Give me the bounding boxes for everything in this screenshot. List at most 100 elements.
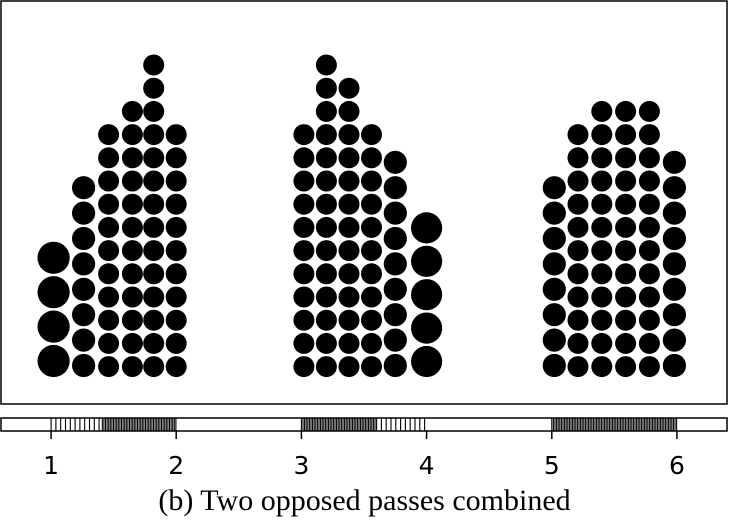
dot-7-6 (315, 216, 337, 238)
dot-16-0 (638, 356, 660, 378)
dot-14-7 (591, 193, 613, 215)
dot-16-10 (638, 124, 660, 146)
dot-15-1 (615, 332, 637, 354)
dot-4-12 (143, 77, 165, 99)
dot-1-5 (72, 226, 96, 251)
dot-15-9 (615, 147, 637, 169)
dot-11-3 (411, 245, 443, 277)
dot-2-9 (98, 147, 120, 169)
x-tick-label-4: 4 (419, 451, 435, 480)
dot-10-5 (383, 226, 407, 251)
dot-15-0 (615, 356, 637, 378)
dot-16-5 (638, 240, 660, 262)
dot-14-4 (591, 263, 613, 285)
dot-12-2 (542, 303, 566, 327)
x-tick-label-5: 5 (544, 451, 560, 480)
dot-16-1 (638, 332, 660, 354)
dot-13-6 (567, 216, 589, 238)
dot-13-9 (567, 147, 589, 169)
dot-15-7 (615, 193, 637, 215)
chart-canvas: 1 2 3 4 5 6 (0, 0, 728, 480)
dot-2-2 (98, 309, 120, 331)
dot-12-0 (542, 353, 566, 378)
dot-3-10 (121, 124, 143, 146)
dot-5-9 (165, 147, 187, 169)
dot-14-1 (591, 332, 613, 354)
dot-5-8 (165, 170, 187, 192)
dot-10-6 (383, 201, 407, 225)
dot-5-10 (165, 124, 187, 146)
dot-17-2 (662, 303, 687, 327)
dot-12-4 (542, 252, 566, 276)
dot-7-3 (315, 286, 337, 308)
dot-3-0 (121, 356, 143, 378)
dot-6-7 (293, 193, 315, 215)
dot-1-0 (72, 353, 96, 378)
dot-14-5 (591, 240, 613, 262)
dot-16-8 (638, 170, 660, 192)
dot-7-0 (315, 356, 337, 378)
dot-13-7 (567, 193, 589, 215)
dot-10-2 (383, 303, 407, 327)
dot-15-10 (615, 124, 637, 146)
dot-6-5 (293, 240, 315, 262)
dot-14-0 (591, 356, 613, 378)
dot-13-4 (567, 263, 589, 285)
dot-8-0 (338, 356, 360, 378)
dot-12-6 (542, 201, 566, 225)
dot-11-0 (411, 345, 443, 378)
dot-2-4 (98, 263, 120, 285)
dot-7-9 (315, 147, 337, 169)
dot-8-7 (338, 193, 360, 215)
dot-6-8 (293, 170, 315, 192)
dot-2-5 (98, 240, 120, 262)
dot-0-1 (37, 310, 70, 343)
dot-4-10 (143, 124, 165, 146)
dot-0-0 (37, 344, 70, 378)
dot-3-2 (121, 309, 143, 331)
dot-9-10 (361, 124, 382, 146)
dot-3-5 (121, 240, 143, 262)
dot-3-1 (121, 332, 143, 354)
dot-6-0 (293, 356, 315, 378)
dot-13-1 (567, 332, 589, 354)
dot-7-1 (315, 332, 337, 354)
dot-8-11 (338, 100, 360, 122)
dot-5-2 (165, 309, 187, 331)
dot-8-4 (338, 263, 360, 285)
dot-9-9 (361, 147, 382, 169)
x-axis: 1 2 3 4 5 6 (43, 431, 685, 480)
dot-10-7 (383, 176, 407, 200)
dot-3-4 (121, 263, 143, 285)
dot-4-0 (143, 356, 165, 378)
dot-4-13 (143, 54, 165, 76)
dot-5-3 (165, 286, 187, 308)
dot-1-7 (72, 176, 96, 200)
dot-12-1 (542, 328, 566, 352)
dot-6-2 (293, 309, 315, 331)
dot-4-11 (143, 100, 165, 122)
dot-9-2 (361, 309, 382, 331)
dot-7-12 (315, 77, 337, 99)
dot-15-3 (615, 286, 637, 308)
dot-9-4 (361, 263, 382, 285)
dot-9-1 (361, 332, 382, 354)
dot-16-9 (638, 147, 660, 169)
dot-4-5 (143, 240, 165, 262)
dot-6-1 (293, 332, 315, 354)
dot-4-3 (143, 286, 165, 308)
rug-marks (50, 418, 678, 431)
dot-8-5 (338, 240, 360, 262)
dot-6-6 (293, 216, 315, 238)
dot-17-4 (662, 252, 687, 276)
dot-9-5 (361, 240, 382, 262)
dot-5-4 (165, 263, 187, 285)
dot-5-7 (165, 193, 187, 215)
dot-7-2 (315, 309, 337, 331)
dot-14-10 (591, 124, 613, 146)
figure-caption: (b) Two opposed passes combined (158, 484, 571, 517)
dot-7-4 (315, 263, 337, 285)
dot-2-3 (98, 286, 120, 308)
dot-1-3 (72, 277, 96, 301)
dot-17-7 (662, 176, 687, 200)
